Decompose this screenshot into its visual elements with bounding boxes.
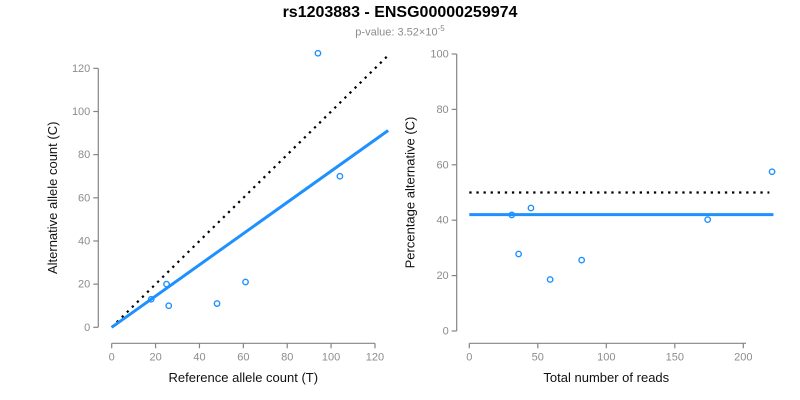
data-point — [336, 172, 344, 180]
figure-title: rs1203883 - ENSG00000259974 — [282, 4, 518, 21]
fit-line — [110, 129, 390, 329]
x-tick-label: 20 — [149, 351, 161, 363]
y-tick-label: 60 — [78, 192, 90, 204]
data-point — [213, 300, 221, 307]
data-point — [508, 211, 516, 219]
y-tick-label: 40 — [78, 235, 90, 247]
x-tick-label: 80 — [281, 351, 293, 363]
x-tick-label: 100 — [597, 351, 615, 363]
y-tick-label: 80 — [78, 149, 90, 161]
left-plot-allele-counts: 0 20 40 60 80 100 120 0 20 40 60 80 100 120 Reference … — [45, 49, 390, 385]
x-tick-label: 60 — [237, 351, 249, 363]
y-tick-label: 20 — [436, 270, 448, 282]
y-tick-label: 120 — [72, 63, 90, 75]
x-tick-label: 50 — [532, 351, 544, 363]
x-axis-label: Total number of reads — [543, 370, 669, 385]
y-tick-label: 80 — [436, 104, 448, 116]
y-tick-label: 100 — [72, 106, 90, 118]
data-point — [242, 278, 249, 286]
x-tick-label: 0 — [466, 351, 472, 363]
y-tick-label: 60 — [436, 159, 448, 171]
x-tick-label: 150 — [666, 351, 684, 363]
data-point — [163, 280, 170, 288]
x-tick-label: 0 — [109, 351, 115, 363]
y-tick-label: 100 — [430, 49, 448, 61]
right-plot-percentage: 0 50 100 150 200 0 20 40 60 80 100 Total number of … — [403, 49, 776, 385]
y-tick-label: 20 — [78, 279, 90, 291]
data-point — [546, 276, 554, 283]
pvalue-text: p-value: 3.52×10 — [355, 26, 438, 39]
identity-line — [110, 54, 389, 329]
data-point — [578, 256, 586, 264]
y-axis-label: Percentage alternative (C) — [403, 117, 418, 269]
y-tick-label: 0 — [84, 322, 90, 334]
x-axis-label: Reference allele count (T) — [169, 370, 319, 385]
y-tick-label: 40 — [436, 215, 448, 227]
data-point — [314, 49, 322, 57]
pvalue-exponent: -5 — [437, 24, 445, 33]
x-tick-label: 120 — [366, 351, 384, 363]
y-tick-label: 0 — [443, 326, 449, 338]
x-tick-label: 40 — [193, 351, 205, 363]
x-tick-label: 100 — [322, 351, 340, 363]
data-point — [165, 302, 173, 310]
x-tick-label: 200 — [734, 351, 752, 363]
data-point — [515, 250, 523, 258]
data-point — [147, 295, 155, 303]
y-axis-label: Alternative allele count (C) — [45, 122, 60, 274]
data-point — [768, 168, 776, 176]
pvalue-subtitle: p-value: 3.52×10-5 — [0, 24, 800, 39]
data-point — [527, 204, 535, 212]
data-point — [704, 216, 712, 224]
